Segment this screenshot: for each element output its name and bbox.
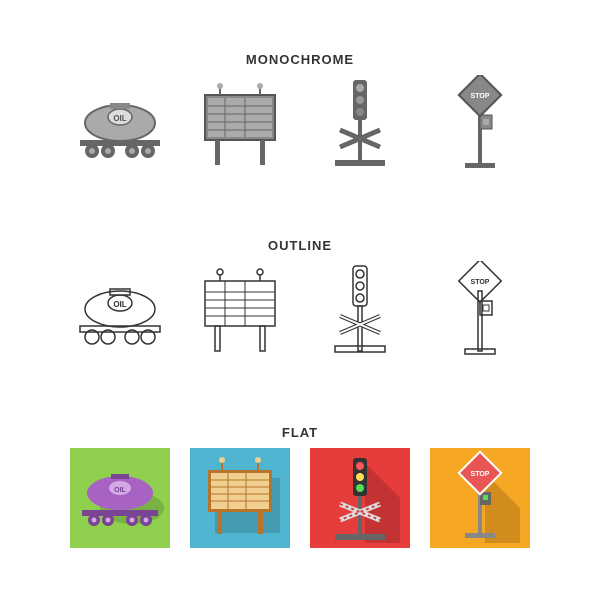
section-title-monochrome: MONOCHROME [246,52,354,67]
schedule-board-icon [190,448,290,548]
stop-sign-icon: STOP [430,75,530,175]
oil-tanker-icon: OIL [70,261,170,361]
svg-text:OIL: OIL [113,114,126,123]
traffic-light-icon [310,75,410,175]
traffic-light-icon [310,261,410,361]
svg-text:STOP: STOP [471,93,490,100]
section-monochrome: MONOCHROME OIL [40,52,560,175]
schedule-board-icon [190,261,290,361]
icon-row-monochrome: OIL [70,75,530,175]
icon-row-flat: OIL [70,448,530,548]
icon-row-outline: OIL [70,261,530,361]
section-title-outline: OUTLINE [268,238,332,253]
section-title-flat: FLAT [282,425,318,440]
svg-text:STOP: STOP [471,471,490,478]
svg-text:OIL: OIL [114,487,126,494]
stop-sign-icon: STOP [430,448,530,548]
oil-tanker-icon: OIL [70,75,170,175]
section-flat: FLAT OIL [40,425,560,548]
traffic-light-icon [310,448,410,548]
section-outline: OUTLINE OIL [40,238,560,361]
svg-text:OIL: OIL [113,300,126,309]
oil-tanker-icon: OIL [70,448,170,548]
stop-sign-icon: STOP [430,261,530,361]
svg-text:STOP: STOP [471,279,490,286]
schedule-board-icon [190,75,290,175]
